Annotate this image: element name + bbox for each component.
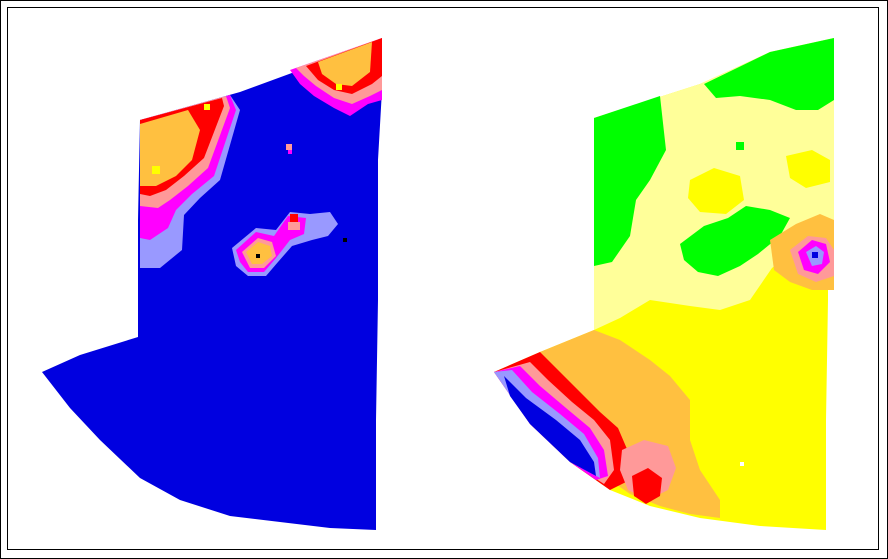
left-map-yellow-spot — [152, 166, 160, 174]
right-map-orange-zone — [540, 330, 720, 518]
right-map-green-spot — [736, 142, 744, 150]
right-map-blue-wedge — [504, 376, 596, 476]
left-map-yellow-spot — [204, 104, 210, 110]
left-map-yellow-spot — [336, 84, 342, 90]
right-map-green-patch — [680, 206, 790, 276]
left-map-black-dot — [343, 238, 347, 242]
left-map-small-spot — [288, 150, 292, 154]
left-map-island-red-spot — [290, 214, 298, 222]
left-map-upper-right-orange — [318, 42, 372, 86]
left-map-small-spot — [286, 144, 292, 150]
left-map-island-orange — [246, 242, 272, 264]
left-map-base-region — [42, 38, 382, 530]
right-map-panel — [494, 38, 834, 530]
left-map-island-pink-spot — [288, 222, 300, 230]
right-map-white-dot — [740, 462, 744, 466]
left-map-black-dot — [256, 254, 260, 258]
left-map-panel — [42, 38, 382, 530]
right-map-island-blue-spot — [812, 252, 818, 258]
right-map-yellow-patch — [688, 168, 744, 214]
right-map-yellow-patch — [786, 150, 830, 188]
right-map-bottom-red — [632, 468, 662, 504]
right-map-green-patch — [704, 38, 834, 110]
right-map-green-patch — [594, 96, 666, 266]
